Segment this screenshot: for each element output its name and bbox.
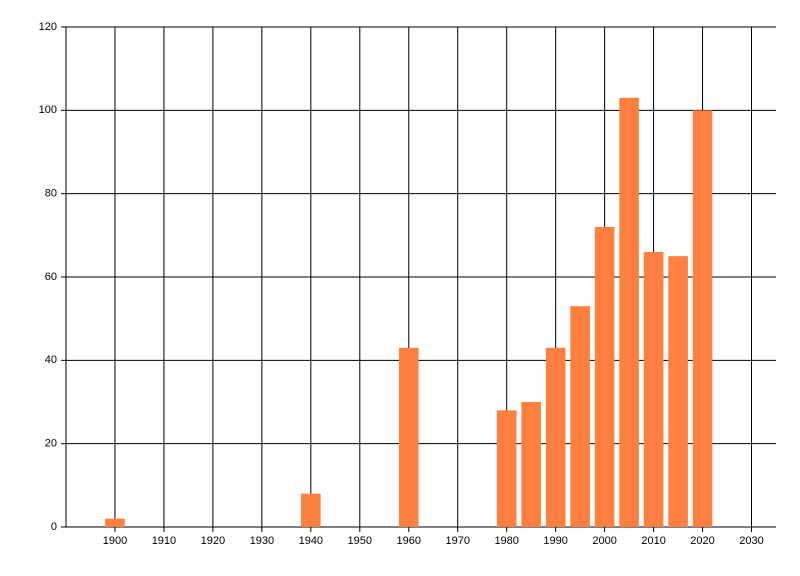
bar — [301, 493, 321, 527]
bar — [545, 347, 566, 527]
x-tick-label: 2020 — [690, 535, 714, 547]
y-tick-label: 20 — [45, 438, 57, 450]
y-tick-label: 120 — [39, 21, 57, 33]
x-tick-label: 1990 — [543, 535, 567, 547]
bar — [668, 256, 688, 527]
bar — [570, 306, 590, 527]
x-tick-label: 1940 — [299, 535, 323, 547]
y-tick-label: 40 — [45, 354, 57, 366]
y-tick-label: 60 — [45, 271, 57, 283]
bar — [105, 518, 125, 527]
bar — [398, 347, 419, 527]
x-tick-label: 1970 — [445, 535, 469, 547]
x-tick-label: 1910 — [152, 535, 176, 547]
x-tick-label: 1930 — [250, 535, 274, 547]
x-tick-label: 1900 — [103, 535, 127, 547]
x-tick-label: 1950 — [348, 535, 372, 547]
bar — [594, 227, 615, 527]
x-tick-label: 2010 — [641, 535, 665, 547]
x-tick-label: 2000 — [592, 535, 616, 547]
x-tick-label: 1920 — [201, 535, 225, 547]
bar — [619, 97, 639, 527]
x-tick-label: 1960 — [397, 535, 421, 547]
bar — [643, 252, 664, 527]
bar — [496, 410, 517, 527]
bar — [692, 110, 713, 527]
y-tick-label: 80 — [45, 188, 57, 200]
x-tick-label: 2030 — [739, 535, 763, 547]
y-tick-label: 0 — [51, 521, 57, 533]
y-tick-label: 100 — [39, 104, 57, 116]
bar — [521, 402, 541, 527]
x-tick-label: 1980 — [494, 535, 518, 547]
